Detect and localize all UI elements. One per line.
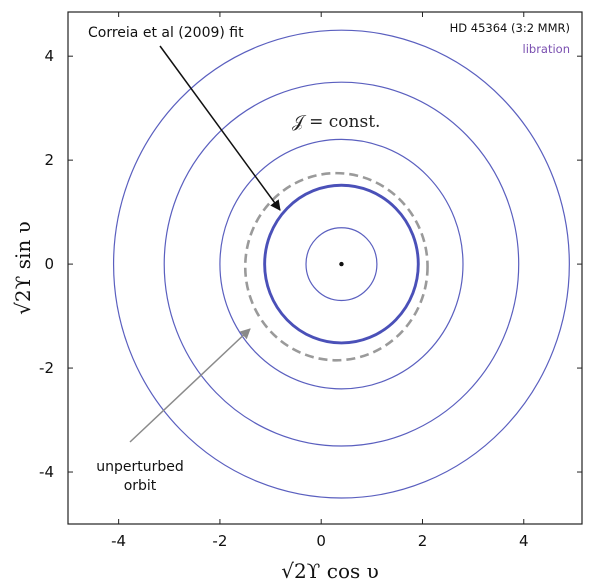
- unperturbed-arrow: [129, 328, 251, 443]
- x-axis-label: √2ϒ cos υ: [281, 559, 379, 583]
- y-tick-label: 0: [44, 255, 54, 273]
- constant-j-contour-3: [163, 81, 520, 447]
- y-tick-label: 4: [44, 47, 54, 65]
- center-point: [339, 261, 344, 267]
- chart-subtitle: libration: [523, 42, 571, 56]
- x-tick-label: 2: [418, 532, 428, 550]
- constant-j-contour-4: [112, 29, 570, 499]
- ticks-layer: -4 -2 0 2 4 -4 -2 0 2 4: [39, 12, 582, 550]
- curves-layer: [112, 29, 570, 499]
- x-tick-label: 0: [316, 532, 326, 550]
- constant-j-contour-2: [219, 138, 464, 390]
- correia-arrow: [159, 45, 281, 211]
- y-tick-label: -4: [39, 463, 54, 481]
- correia-fit-curve: [263, 183, 420, 345]
- y-axis-label: √2ϒ sin υ: [11, 221, 35, 315]
- x-tick-label: -2: [212, 532, 227, 550]
- x-tick-label: -4: [111, 532, 126, 550]
- const-label: 𝒥 = const.: [292, 112, 380, 132]
- y-tick-label: 2: [44, 151, 54, 169]
- unperturbed-label-line2: orbit: [124, 478, 157, 494]
- plot-frame: [67, 11, 583, 525]
- y-tick-label: -2: [39, 359, 54, 377]
- unperturbed-orbit-curve: [243, 171, 429, 362]
- correia-label: Correia et al (2009) fit: [88, 25, 244, 41]
- x-tick-label: 4: [519, 532, 529, 550]
- constant-j-contour-0: [305, 227, 378, 302]
- chart-title: HD 45364 (3:2 MMR): [450, 21, 570, 35]
- unperturbed-label-line1: unperturbed: [96, 459, 184, 475]
